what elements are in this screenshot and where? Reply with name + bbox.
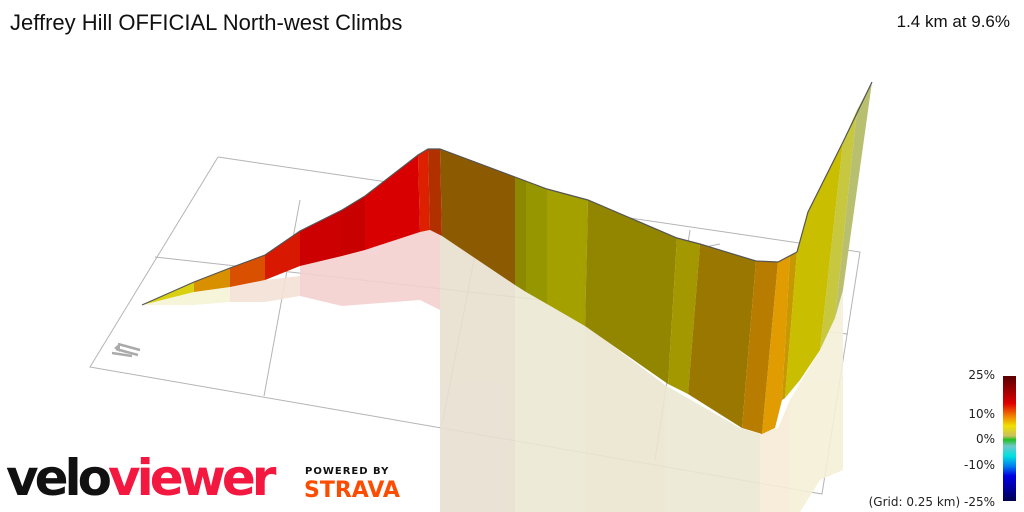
- powered-by-label: POWERED BY: [305, 466, 390, 477]
- chart-title: Jeffrey Hill OFFICIAL North-west Climbs: [10, 10, 403, 35]
- climb-summary: 1.4 km at 9.6%: [896, 12, 1010, 31]
- legend-label-10: 10%: [968, 407, 995, 421]
- legend-label-25: 25%: [968, 368, 995, 382]
- logo-viewer: viewer: [108, 449, 276, 507]
- legend-label-neg10: -10%: [963, 458, 995, 472]
- legend-label-neg25-grid: (Grid: 0.25 km) -25%: [868, 495, 995, 509]
- gradient-color-scale: [1003, 376, 1016, 501]
- veloviewer-logo: veloviewer: [6, 448, 276, 508]
- profile-wall: [141, 81, 873, 434]
- profile-shadow: [142, 230, 843, 512]
- legend-label-0: 0%: [975, 432, 995, 446]
- north-arrow-icon: [111, 342, 141, 358]
- logo-velo: velo: [6, 449, 112, 507]
- strava-logo: STRAVA: [304, 478, 400, 503]
